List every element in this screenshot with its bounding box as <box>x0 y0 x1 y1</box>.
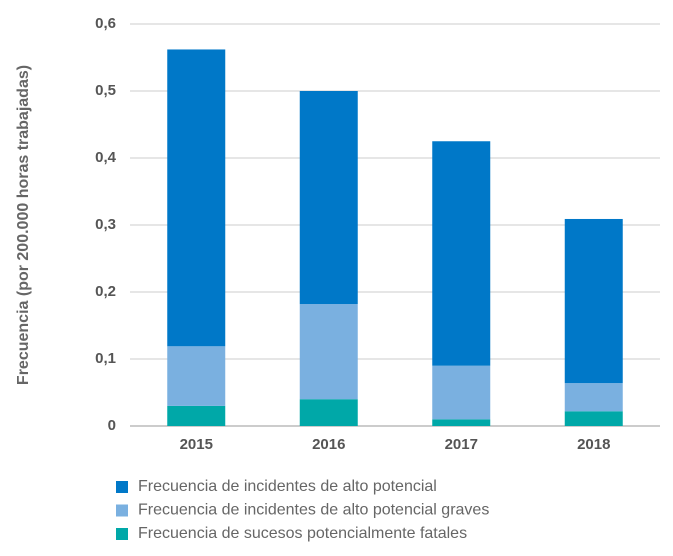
bar-segment <box>564 411 623 426</box>
legend-label: Frecuencia de sucesos potencialmente fat… <box>138 525 467 542</box>
bar-segment <box>432 365 491 420</box>
x-tick-label: 2018 <box>577 436 610 453</box>
x-tick-label: 2016 <box>312 436 345 453</box>
bar-segment <box>299 304 358 400</box>
y-tick-label: 0,4 <box>95 149 117 166</box>
x-tick-label: 2015 <box>180 436 213 453</box>
legend-swatch <box>116 528 128 540</box>
y-axis-label: Frecuencia (por 200.000 horas trabajadas… <box>15 65 32 385</box>
bar-segment <box>299 399 358 426</box>
bar-segment <box>299 91 358 305</box>
bar-segment <box>564 218 623 384</box>
y-tick-label: 0,1 <box>95 350 116 367</box>
bar-segment <box>167 346 226 406</box>
legend-label: Frecuencia de incidentes de alto potenci… <box>138 502 489 519</box>
bar-segment <box>167 405 226 426</box>
bar-segment <box>432 419 491 426</box>
bar-segment <box>432 141 491 366</box>
y-tick-label: 0,5 <box>95 82 116 99</box>
legend-label: Frecuencia de incidentes de alto potenci… <box>138 478 437 495</box>
x-tick-label: 2017 <box>445 436 478 453</box>
bar-segment <box>564 383 623 412</box>
y-tick-label: 0,3 <box>95 216 116 233</box>
y-tick-label: 0,2 <box>95 283 116 300</box>
y-tick-label: 0 <box>108 417 116 434</box>
legend-swatch <box>116 481 128 493</box>
legend-swatch <box>116 504 128 517</box>
bar-segment <box>167 49 226 347</box>
y-tick-label: 0,6 <box>95 15 116 32</box>
